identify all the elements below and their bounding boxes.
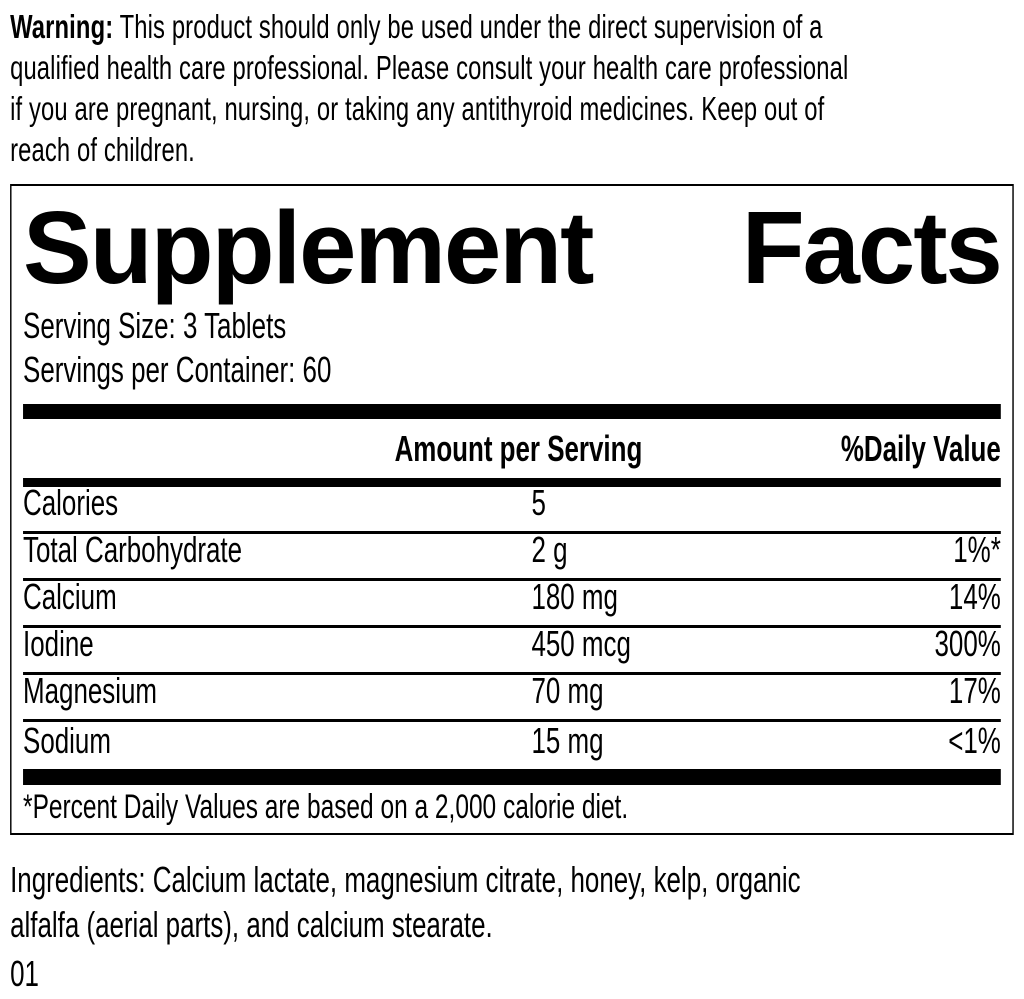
daily-value-footnote: *Percent Daily Values are based on a 2,0… (23, 788, 629, 826)
nutrient-amount: 450 mcg (531, 623, 631, 664)
panel-title-word-supplement: Supplement (23, 190, 594, 305)
table-row-iodine: Iodine 450 mcg 300% (23, 623, 1001, 675)
thick-rule-top (23, 404, 1001, 419)
warning-paragraph: Warning: This product should only be use… (10, 0, 1014, 170)
nutrient-name: Sodium (23, 720, 111, 761)
servings-per-container-line: Servings per Container: 60 (23, 349, 332, 390)
table-row-sodium: Sodium 15 mg <1% (23, 720, 1001, 769)
footer-code: 01 (10, 953, 39, 994)
table-row-total-carbohydrate: Total Carbohydrate 2 g 1%* (23, 529, 1001, 581)
ingredients-paragraph: Ingredients: Calcium lactate, magnesium … (10, 859, 801, 945)
nutrient-daily-value: 300% (934, 623, 1001, 664)
table-row-calcium: Calcium 180 mg 14% (23, 576, 1001, 628)
table-row-calories: Calories 5 (23, 482, 1001, 534)
table-header-row: Amount per Serving %Daily Value (23, 419, 1001, 478)
nutrient-name: Total Carbohydrate (23, 529, 243, 570)
nutrient-name: Calories (23, 482, 119, 523)
supplement-facts-panel: Supplement Facts Serving Size: 3 Tablets… (10, 184, 1014, 835)
daily-value-header: %Daily Value (840, 428, 1001, 469)
panel-title: Supplement Facts (23, 190, 1003, 305)
nutrient-name: Calcium (23, 576, 117, 617)
nutrient-name: Magnesium (23, 670, 158, 711)
nutrient-amount: 5 (531, 482, 546, 523)
serving-size-line: Serving Size: 3 Tablets (23, 305, 287, 346)
panel-title-word-facts: Facts (741, 190, 1003, 305)
nutrient-amount: 15 mg (531, 720, 604, 761)
nutrient-daily-value: 17% (948, 670, 1001, 711)
warning-label: Warning: (10, 8, 114, 45)
thick-rule-bottom (23, 769, 1001, 785)
nutrient-amount: 2 g (531, 529, 568, 570)
amount-per-serving-header: Amount per Serving (394, 428, 643, 469)
nutrient-name: Iodine (23, 623, 94, 664)
nutrient-table: Calories 5 Total Carbohydrate 2 g 1%* Ca… (23, 482, 1001, 769)
medium-rule-header (23, 478, 1001, 487)
nutrient-amount: 180 mg (531, 576, 618, 617)
nutrient-daily-value: 1%* (953, 529, 1001, 570)
table-row-magnesium: Magnesium 70 mg 17% (23, 670, 1001, 722)
warning-text: This product should only be used under t… (10, 8, 849, 168)
nutrient-amount: 70 mg (531, 670, 604, 711)
nutrient-daily-value: 14% (948, 576, 1001, 617)
nutrient-daily-value: <1% (948, 720, 1001, 761)
